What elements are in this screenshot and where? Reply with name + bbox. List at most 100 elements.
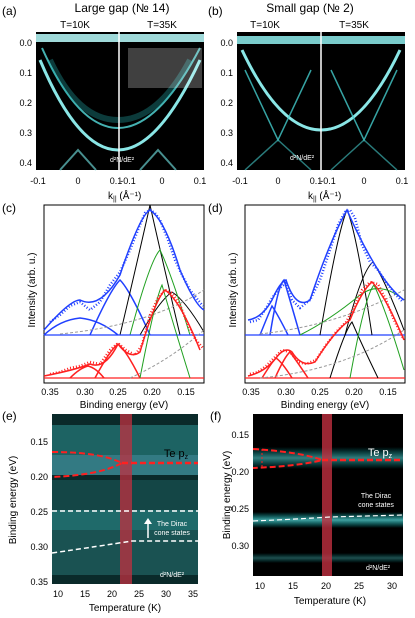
temp-e-dirac-line1: The Dirac	[157, 521, 188, 528]
panel-b-title: Small gap (№ 2)	[266, 1, 354, 15]
temp-e-inset: d²N/dE²	[160, 572, 185, 579]
temp-e-ytick: 0.35	[30, 577, 48, 587]
temp-f-ytick: 0.15	[231, 430, 249, 440]
temp-e-band-label: Te pz	[164, 448, 189, 461]
arpes-b-ytick: 0.0	[220, 38, 233, 48]
arpes-b-ytick: 0.4	[220, 158, 233, 168]
arpes-b-xtick: 0	[361, 176, 366, 186]
temp-f-inset: d²N/dE²	[366, 565, 391, 572]
edc-c-xtick: 0.20	[143, 387, 161, 397]
panel-letter-d: (d)	[208, 201, 223, 215]
panel-letter-f: (f)	[210, 409, 221, 423]
panel-letter-b: (b)	[208, 4, 223, 18]
edc-d-xtick: 0.30	[277, 387, 295, 397]
panel-a-subtitle-left: T=10K	[60, 20, 90, 31]
temp-e-ytick: 0.30	[30, 542, 48, 552]
arpes-a-ytick: 0.0	[19, 38, 32, 48]
edc-c-xaxis: 0.35 0.30 0.25 0.20 0.15	[41, 387, 195, 397]
temp-e-xlabel: Temperature (K)	[89, 603, 161, 614]
arpes-a-xlabel: k|| (Å⁻¹)	[108, 189, 141, 203]
arpes-b-ytick: 0.1	[220, 68, 233, 78]
arpes-a-xtick: 0.1	[194, 176, 207, 186]
temp-f-dirac-line1: The Dirac	[361, 493, 392, 500]
edc-d-xlabel: Binding energy (eV)	[281, 400, 369, 411]
edc-c-xtick: 0.25	[109, 387, 127, 397]
arpes-a-ytick: 0.2	[19, 98, 32, 108]
temp-e-ytick: 0.25	[30, 507, 48, 517]
arpes-a-ytick: 0.4	[19, 158, 32, 168]
panel-letter-a: (a)	[2, 4, 17, 18]
arpes-a-xtick: 0	[75, 176, 80, 186]
panel-a-subtitle-right: T=35K	[147, 20, 177, 31]
arpes-b-xaxis: -0.1 0 0.1 -0.1 0 0.1	[232, 176, 408, 186]
edc-d-red	[245, 280, 405, 379]
edc-c-points	[49, 208, 204, 376]
temp-map-f	[252, 414, 404, 576]
temp-e-xaxis: 10 15 20 25 30 35	[53, 589, 198, 599]
edc-c-xtick: 0.15	[177, 387, 195, 397]
temp-map-e	[51, 414, 198, 584]
panel-a-title: Large gap (№ 14)	[75, 1, 170, 15]
panel-b-subtitle-right: T=35K	[339, 20, 369, 31]
temp-e-ylabel: Binding energy (eV)	[8, 456, 19, 544]
arpes-image-a	[36, 32, 204, 171]
arpes-b-ytick: 0.2	[220, 98, 233, 108]
edc-c-frame	[43, 204, 205, 384]
temp-f-xtick: 20	[321, 581, 331, 591]
temp-e-ytick: 0.20	[30, 472, 48, 482]
edc-d-frame	[244, 204, 406, 384]
arpes-b-inset: d²N/dE²	[290, 155, 315, 162]
edc-c-ylabel: Intensity (arb. u.)	[27, 252, 38, 327]
edc-d-xtick: 0.25	[311, 387, 329, 397]
temp-e-yaxis: 0.15 0.20 0.25 0.30 0.35	[30, 437, 48, 587]
temp-e-xtick: 35	[188, 589, 198, 599]
arpes-b-ytick: 0.3	[220, 128, 233, 138]
arpes-b-xtick: -0.1	[320, 176, 336, 186]
arpes-a-inset: d²N/dE²	[110, 157, 135, 164]
panel-b-subtitle-left: T=10K	[250, 20, 280, 31]
temp-f-xlabel: Temperature (K)	[294, 596, 366, 607]
arpes-b-xtick: 0.1	[310, 176, 323, 186]
temp-f-yaxis: 0.15 0.20 0.25 0.30	[231, 430, 249, 551]
panel-letter-c: (c)	[2, 201, 16, 215]
edc-d-xtick: 0.15	[379, 387, 397, 397]
arpes-b-xtick: 0.1	[396, 176, 409, 186]
arpes-image-b	[237, 32, 405, 171]
arpes-a-xaxis: -0.1 0 0.1 -0.1 0 0.1	[30, 176, 206, 186]
temp-f-xtick: 10	[255, 581, 265, 591]
edc-c-fits	[43, 204, 205, 336]
temp-f-xtick: 15	[288, 581, 298, 591]
temp-f-dirac-line2: cone states	[358, 502, 394, 509]
edc-d-xtick: 0.35	[242, 387, 260, 397]
edc-c-xtick: 0.35	[41, 387, 59, 397]
edc-d-xaxis: 0.35 0.30 0.25 0.20 0.15	[242, 387, 397, 397]
arpes-b-xlabel: k|| (Å⁻¹)	[308, 189, 341, 203]
edc-d-fits	[245, 208, 405, 336]
temp-f-ylabel: Binding energy (eV)	[222, 451, 233, 539]
arpes-a-xtick: 0	[159, 176, 164, 186]
temp-e-dirac-line2: cone states	[154, 530, 190, 537]
temp-e-xtick: 25	[134, 589, 144, 599]
temp-f-ytick: 0.30	[231, 541, 249, 551]
temp-f-xtick: 30	[387, 581, 397, 591]
arpes-b-xtick: -0.1	[232, 176, 248, 186]
edc-d-points	[249, 208, 405, 376]
temp-e-xtick: 10	[53, 589, 63, 599]
temp-f-ytick: 0.25	[231, 504, 249, 514]
temp-f-ytick: 0.20	[231, 467, 249, 477]
edc-c-xtick: 0.30	[76, 387, 94, 397]
panel-letter-e: (e)	[2, 409, 17, 423]
arpes-b-xtick: 0	[275, 176, 280, 186]
temp-f-xtick: 25	[354, 581, 364, 591]
temp-e-xtick: 30	[161, 589, 171, 599]
temp-f-band-label: Te pz	[368, 447, 393, 460]
arpes-a-xtick: 0.1	[110, 176, 123, 186]
edc-c-xlabel: Binding energy (eV)	[80, 400, 168, 411]
arpes-a-ytick: 0.3	[19, 128, 32, 138]
arpes-b-yaxis: 0.0 0.1 0.2 0.3 0.4	[220, 38, 233, 168]
temp-e-xtick: 20	[107, 589, 117, 599]
temp-e-ytick: 0.15	[30, 437, 48, 447]
arpes-a-ytick: 0.1	[19, 68, 32, 78]
arpes-a-yaxis: 0.0 0.1 0.2 0.3 0.4	[19, 38, 32, 168]
